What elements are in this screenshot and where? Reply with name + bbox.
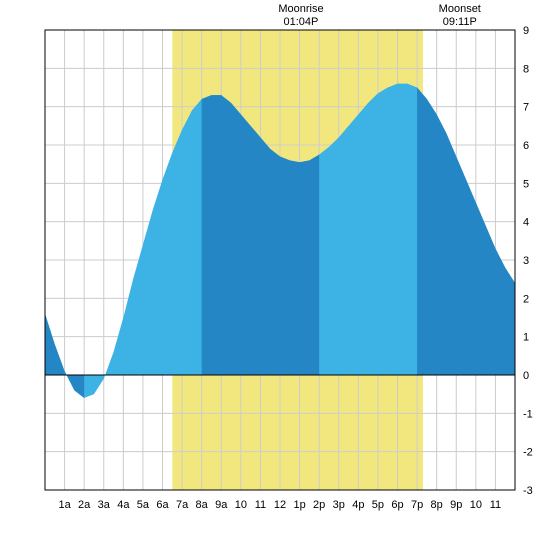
y-axis-label: 1	[523, 332, 529, 344]
x-axis-label: 10	[235, 499, 247, 511]
x-axis-label: 8p	[431, 499, 443, 511]
y-axis-label: 0	[523, 370, 529, 382]
y-axis-label: 9	[523, 25, 529, 37]
annotation-label: Moonset	[439, 3, 481, 15]
y-axis-label: 7	[523, 102, 529, 114]
y-axis-label: 5	[523, 178, 529, 190]
x-axis-label: 11	[255, 499, 266, 511]
y-axis-label: -1	[523, 408, 533, 420]
x-axis-label: 2p	[313, 499, 325, 511]
annotation-label: Moonrise	[278, 3, 323, 15]
x-axis-label: 12	[274, 499, 286, 511]
x-axis-label: 1p	[293, 499, 305, 511]
x-axis-label: 3a	[98, 499, 111, 511]
y-axis-label: 8	[523, 63, 529, 75]
x-axis-label: 4a	[117, 499, 130, 511]
x-axis-label: 10	[470, 499, 482, 511]
x-axis-label: 6p	[391, 499, 403, 511]
x-axis-label: 2a	[78, 499, 91, 511]
x-axis-label: 5p	[372, 499, 384, 511]
x-axis-label: 7a	[176, 499, 189, 511]
y-axis-label: 3	[523, 255, 529, 267]
x-axis-label: 3p	[333, 499, 345, 511]
x-axis-label: 7p	[411, 499, 423, 511]
annotation-time: 09:11P	[443, 16, 477, 28]
tide-chart: -3-2-101234567891a2a3a4a5a6a7a8a9a101112…	[0, 0, 550, 550]
x-axis-label: 9p	[450, 499, 462, 511]
x-axis-label: 9a	[215, 499, 228, 511]
x-axis-label: 4p	[352, 499, 364, 511]
y-axis-label: 2	[523, 293, 529, 305]
x-axis-label: 11	[490, 499, 501, 511]
chart-svg: -3-2-101234567891a2a3a4a5a6a7a8a9a101112…	[0, 0, 550, 550]
y-axis-label: 4	[523, 217, 529, 229]
x-axis-label: 1a	[58, 499, 71, 511]
y-axis-label: -2	[523, 447, 533, 459]
annotation-time: 01:04P	[284, 16, 319, 28]
y-axis-label: 6	[523, 140, 529, 152]
x-axis-label: 6a	[156, 499, 169, 511]
x-axis-label: 5a	[137, 499, 150, 511]
x-axis-label: 8a	[196, 499, 209, 511]
y-axis-label: -3	[523, 485, 533, 497]
